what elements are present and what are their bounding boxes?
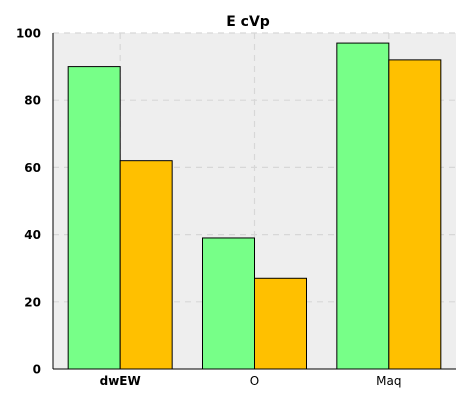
axes — [52, 33, 456, 370]
bar-dwew-series-2 — [119, 160, 173, 370]
y-tick-label: 20 — [24, 295, 41, 309]
y-tick-label: 0 — [33, 363, 41, 377]
bars — [67, 42, 442, 370]
bar-o-series-2 — [254, 277, 307, 370]
bar-maq-series-2 — [388, 59, 442, 370]
y-tick-label: 80 — [24, 94, 41, 108]
bar-dwew-series-1 — [67, 66, 121, 370]
y-tick-label: 60 — [24, 161, 41, 175]
chart-title: E cVp — [226, 14, 270, 30]
y-tick-label: 40 — [24, 228, 41, 242]
tick-labels: 0 20 40 60 80 100 dwEW O Maq — [16, 27, 402, 389]
x-tick-label: O — [250, 374, 259, 388]
y-tick-label: 100 — [16, 27, 41, 41]
bar-o-series-1 — [202, 237, 255, 370]
x-tick-label: Maq — [376, 374, 401, 388]
x-tick-label: dwEW — [100, 374, 141, 388]
bar-maq-series-1 — [336, 42, 390, 370]
